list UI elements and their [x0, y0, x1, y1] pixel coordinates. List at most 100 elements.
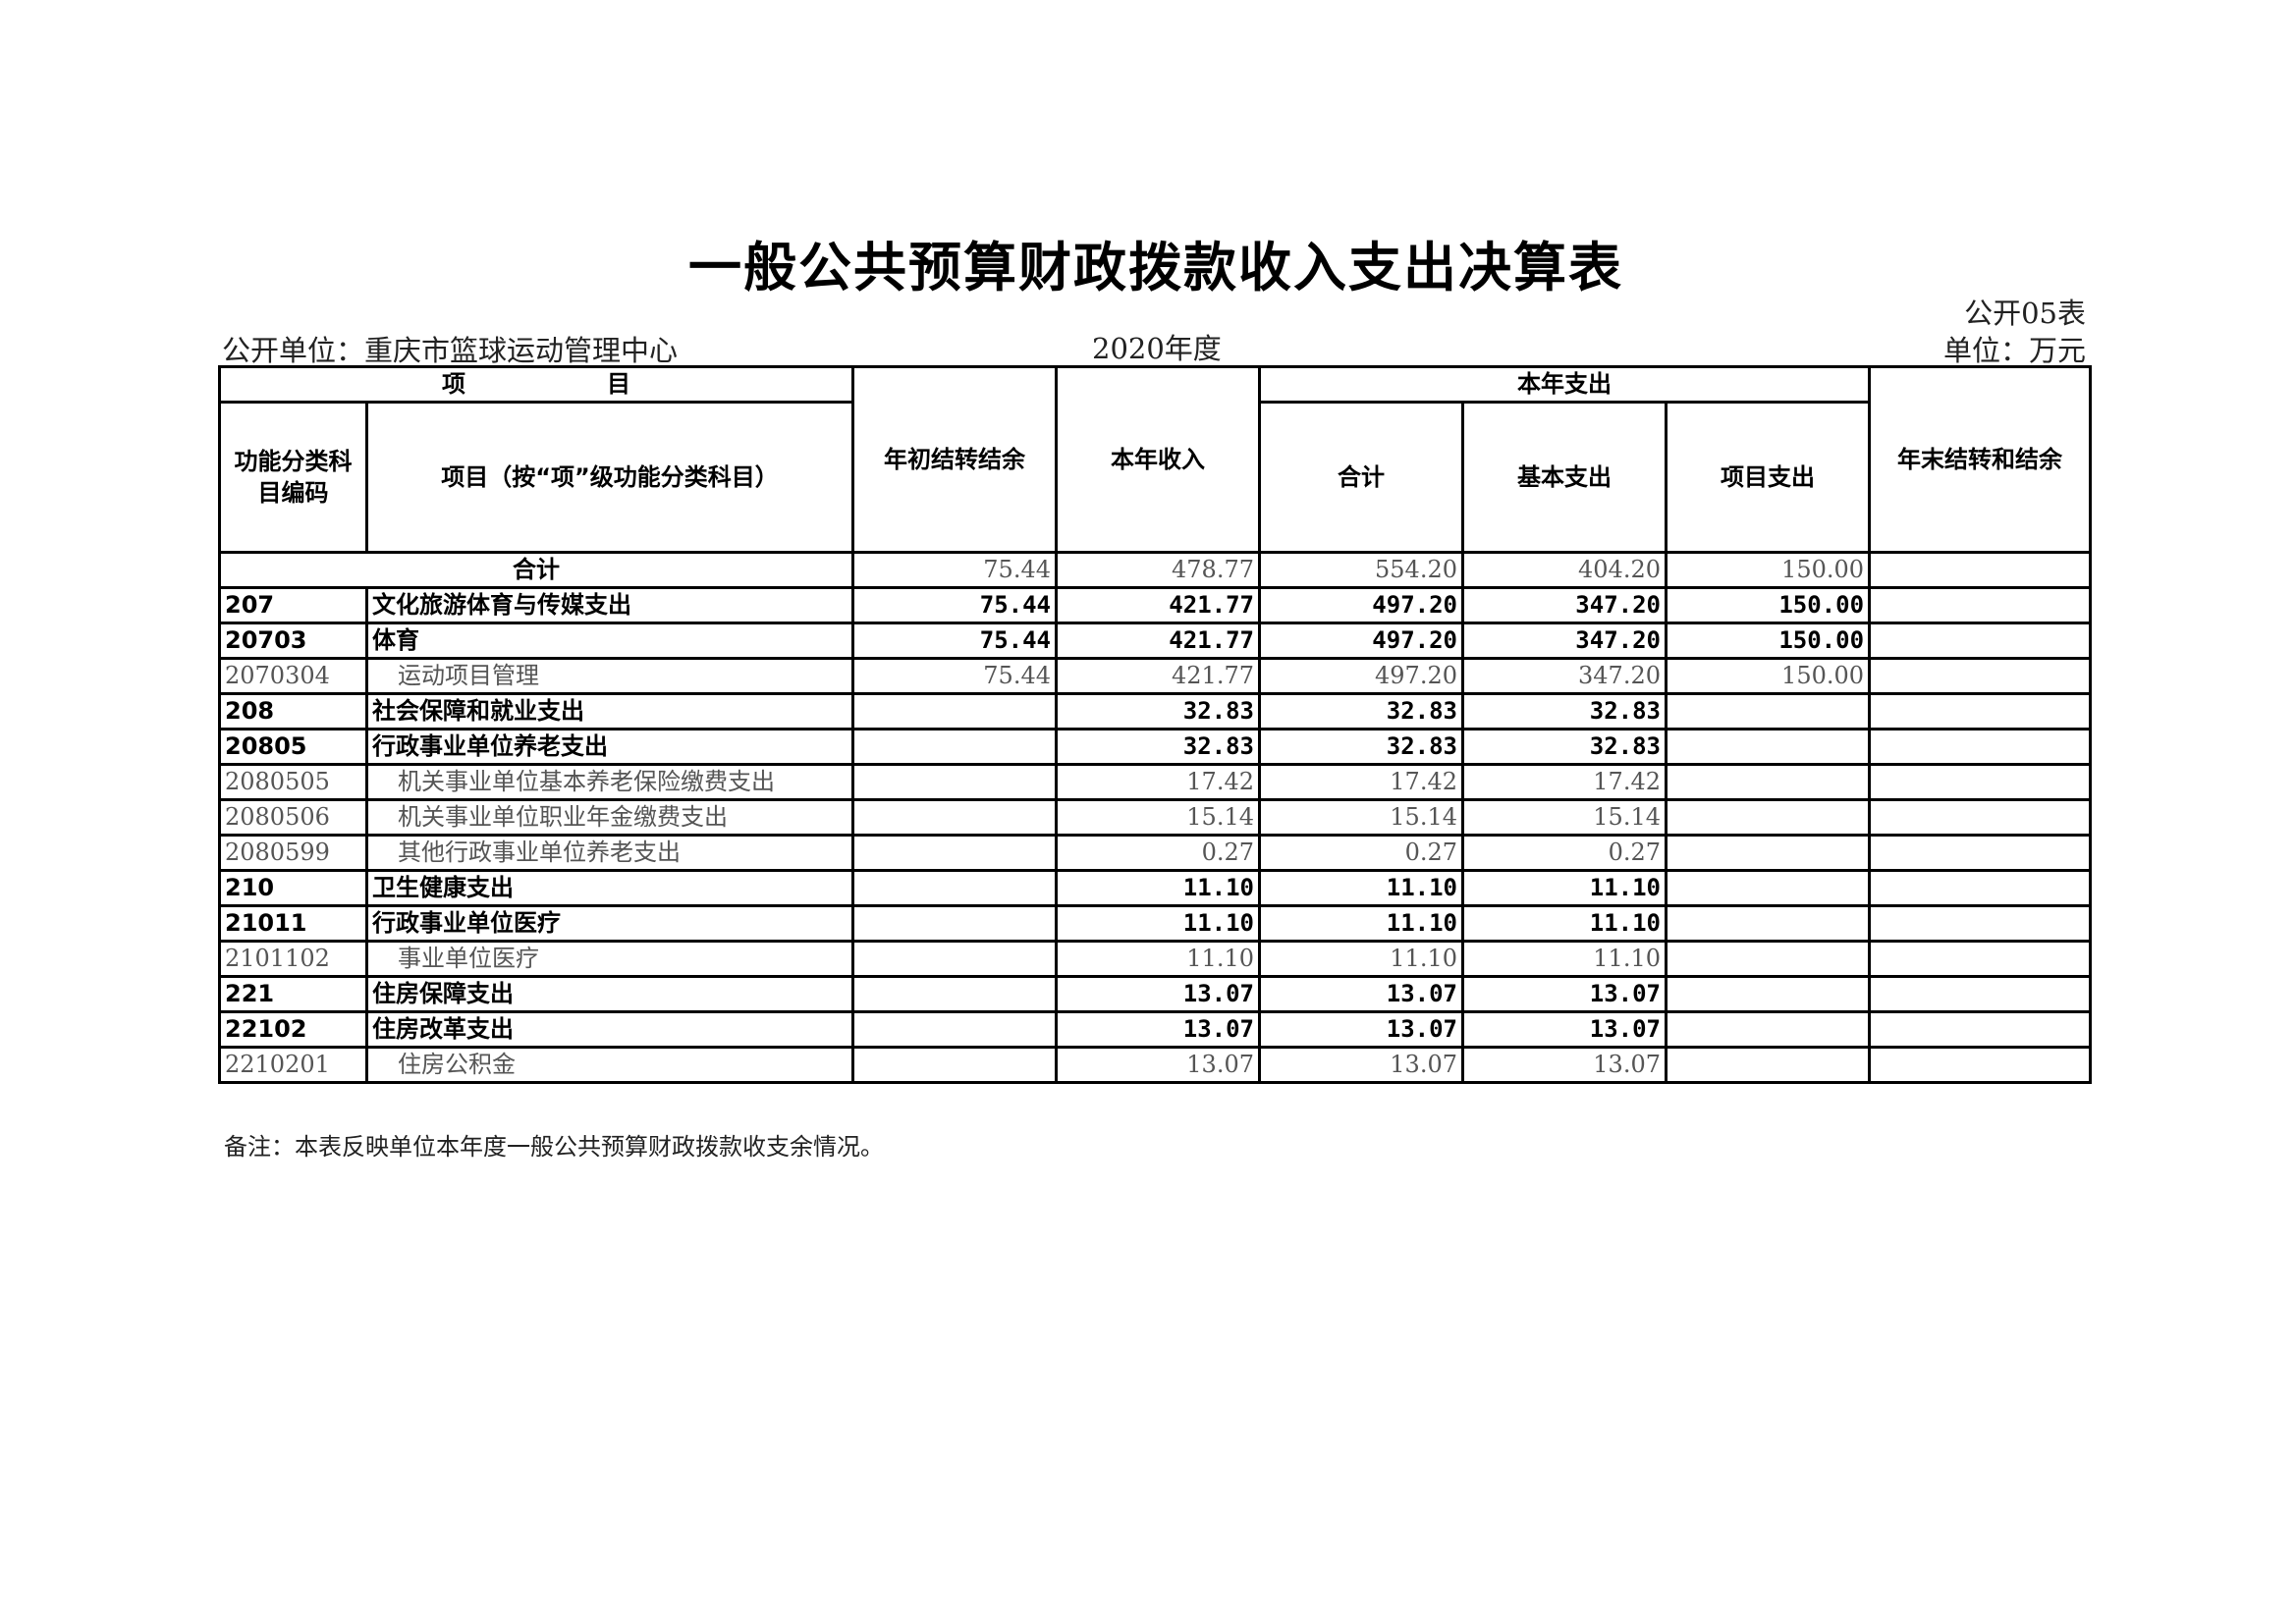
fiscal-year: 2020年度	[1092, 332, 1222, 365]
cell-total: 497.20	[1258, 657, 1464, 695]
cell-total: 13.07	[1258, 1010, 1464, 1049]
cell-opening: 75.44	[851, 657, 1058, 695]
cell-closing	[1868, 728, 2093, 766]
cell-basic: 17.42	[1461, 763, 1667, 801]
cell-basic: 347.20	[1461, 586, 1667, 624]
cell-income: 0.27	[1055, 834, 1261, 872]
cell-basic: 32.83	[1461, 692, 1667, 730]
cell-project	[1664, 869, 1872, 907]
cell-closing	[1868, 940, 2093, 978]
cell-total: 497.20	[1258, 622, 1464, 660]
cell-closing	[1868, 622, 2093, 660]
cell-basic: 11.10	[1461, 904, 1667, 943]
cell-project	[1664, 904, 1872, 943]
cell-opening	[851, 1010, 1058, 1049]
currency-unit: 单位：万元	[1942, 334, 2086, 367]
total-closing	[1868, 551, 2093, 589]
cell-project: 150.00	[1664, 622, 1872, 660]
cell-basic: 13.07	[1461, 975, 1667, 1013]
table-row: 2080505 机关事业单位基本养老保险缴费支出 17.42 17.42 17.42	[218, 763, 2093, 801]
cell-code: 207	[218, 586, 368, 624]
cell-code: 210	[218, 869, 368, 907]
cell-name: 机关事业单位职业年金缴费支出	[365, 798, 854, 837]
cell-closing	[1868, 869, 2093, 907]
cell-basic: 11.10	[1461, 940, 1667, 978]
cell-name: 机关事业单位基本养老保险缴费支出	[365, 763, 854, 801]
page-title: 一般公共预算财政拨款收入支出决算表	[688, 237, 1623, 298]
cell-basic: 32.83	[1461, 728, 1667, 766]
cell-project: 150.00	[1664, 657, 1872, 695]
cell-code: 2210201	[218, 1046, 368, 1084]
table-row: 207 文化旅游体育与传媒支出 75.44 421.77 497.20 347.20 150…	[218, 586, 2093, 624]
cell-income: 11.10	[1055, 869, 1261, 907]
table-row: 20805 行政事业单位养老支出 32.83 32.83 32.83	[218, 728, 2093, 766]
cell-closing	[1868, 904, 2093, 943]
cell-basic: 11.10	[1461, 869, 1667, 907]
cell-basic: 13.07	[1461, 1046, 1667, 1084]
budget-table: 项 目 年初结转结余 本年收入 本年支出 年末结转和结余 功能分类科目编码 项目…	[218, 365, 2093, 1084]
cell-opening	[851, 728, 1058, 766]
cell-total: 497.20	[1258, 586, 1464, 624]
table-row: 2080506 机关事业单位职业年金缴费支出 15.14 15.14 15.14	[218, 798, 2093, 837]
cell-project	[1664, 975, 1872, 1013]
cell-code: 20703	[218, 622, 368, 660]
table-row: 221 住房保障支出 13.07 13.07 13.07	[218, 975, 2093, 1013]
cell-code: 2080506	[218, 798, 368, 837]
cell-name: 卫生健康支出	[365, 869, 854, 907]
cell-total: 15.14	[1258, 798, 1464, 837]
total-project: 150.00	[1664, 551, 1872, 589]
cell-code: 2101102	[218, 940, 368, 978]
header-code: 功能分类科目编码	[218, 401, 368, 554]
total-basic: 404.20	[1461, 551, 1667, 589]
header-closing: 年末结转和结余	[1868, 365, 2093, 554]
cell-opening	[851, 975, 1058, 1013]
cell-income: 32.83	[1055, 728, 1261, 766]
table-row: 22102 住房改革支出 13.07 13.07 13.07	[218, 1010, 2093, 1049]
cell-project	[1664, 728, 1872, 766]
cell-opening	[851, 1046, 1058, 1084]
cell-closing	[1868, 586, 2093, 624]
table-row: 20703 体育 75.44 421.77 497.20 347.20 150.00	[218, 622, 2093, 660]
reporting-unit: 公开单位：重庆市篮球运动管理中心	[222, 334, 679, 367]
cell-opening	[851, 763, 1058, 801]
header-opening: 年初结转结余	[851, 365, 1058, 554]
footnote: 备注：本表反映单位本年度一般公共预算财政拨款收支余情况。	[224, 1133, 884, 1161]
cell-basic: 13.07	[1461, 1010, 1667, 1049]
total-opening: 75.44	[851, 551, 1058, 589]
cell-code: 20805	[218, 728, 368, 766]
cell-name: 住房保障支出	[365, 975, 854, 1013]
header-name: 项目（按“项”级功能分类科目）	[365, 401, 854, 554]
total-income: 478.77	[1055, 551, 1261, 589]
cell-total: 0.27	[1258, 834, 1464, 872]
cell-opening: 75.44	[851, 622, 1058, 660]
cell-basic: 347.20	[1461, 657, 1667, 695]
total-label: 合计	[218, 551, 854, 589]
cell-total: 13.07	[1258, 975, 1464, 1013]
table-number: 公开05表	[1964, 297, 2086, 330]
cell-name: 行政事业单位养老支出	[365, 728, 854, 766]
cell-total: 17.42	[1258, 763, 1464, 801]
cell-closing	[1868, 657, 2093, 695]
table-row: 2070304 运动项目管理 75.44 421.77 497.20 347.20 150.…	[218, 657, 2093, 695]
table-row: 2210201 住房公积金 13.07 13.07 13.07	[218, 1046, 2093, 1084]
cell-basic: 15.14	[1461, 798, 1667, 837]
cell-closing	[1868, 1046, 2093, 1084]
cell-code: 2070304	[218, 657, 368, 695]
cell-income: 421.77	[1055, 657, 1261, 695]
cell-total: 32.83	[1258, 728, 1464, 766]
cell-income: 421.77	[1055, 586, 1261, 624]
table-row: 210 卫生健康支出 11.10 11.10 11.10	[218, 869, 2093, 907]
cell-code: 2080505	[218, 763, 368, 801]
cell-total: 11.10	[1258, 904, 1464, 943]
cell-opening	[851, 798, 1058, 837]
cell-income: 13.07	[1055, 1046, 1261, 1084]
cell-name: 社会保障和就业支出	[365, 692, 854, 730]
header-expense: 本年支出	[1257, 365, 1872, 404]
cell-closing	[1868, 763, 2093, 801]
cell-income: 13.07	[1055, 975, 1261, 1013]
cell-project: 150.00	[1664, 586, 1872, 624]
cell-basic: 347.20	[1461, 622, 1667, 660]
cell-project	[1664, 763, 1872, 801]
cell-income: 17.42	[1055, 763, 1261, 801]
cell-closing	[1868, 692, 2093, 730]
